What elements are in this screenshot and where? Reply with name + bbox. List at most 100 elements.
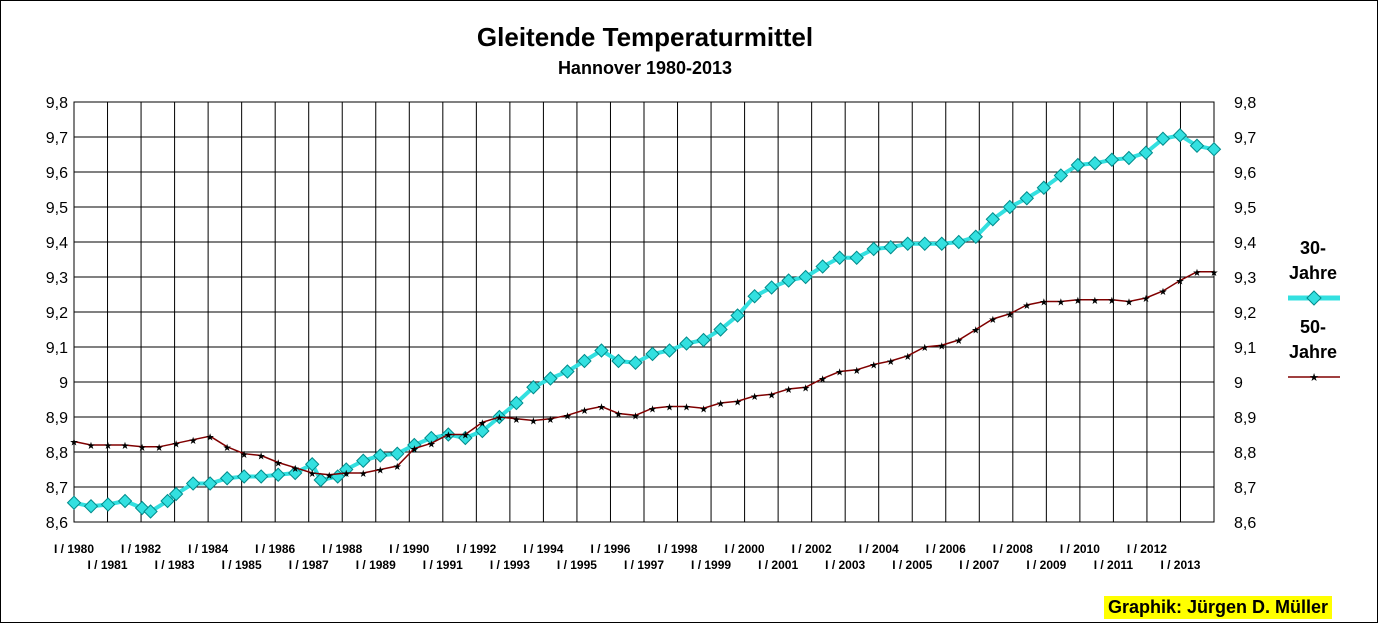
data-point — [917, 236, 932, 251]
data-point — [968, 229, 983, 244]
data-point: ★ — [784, 385, 793, 396]
x-axis: I / 1980 I / 1982 I / 1984 I / 1986 I / 1988… — [54, 542, 1201, 572]
data-point — [219, 471, 235, 486]
x-tick-label: I / 1981 — [88, 558, 128, 572]
data-point — [390, 446, 405, 461]
y-tick-label-left: 9,5 — [46, 200, 68, 217]
data-point: ★ — [699, 404, 708, 415]
y-tick-label-left: 9,6 — [46, 165, 68, 182]
data-point: ★ — [1056, 298, 1065, 309]
data-point — [679, 336, 694, 351]
credit-label: Graphik: Jürgen D. Müller — [1104, 596, 1333, 619]
data-point — [1070, 157, 1086, 173]
data-point: ★ — [342, 469, 351, 480]
data-point: ★ — [597, 403, 606, 414]
chart-subtitle: Hannover 1980-2013 — [557, 58, 733, 78]
x-tick-label: I / 1987 — [289, 558, 329, 572]
data-point: ★ — [801, 383, 810, 394]
data-point: ★ — [529, 417, 538, 428]
y-tick-label-right: 8,8 — [1234, 445, 1256, 462]
y-tick-label-right: 9,7 — [1234, 130, 1256, 147]
x-tick-label: I / 2007 — [959, 558, 999, 572]
data-point: ★ — [206, 432, 215, 443]
data-point — [526, 380, 541, 395]
data-point — [849, 250, 864, 265]
x-tick-label: I / 2009 — [1026, 558, 1066, 572]
data-point — [832, 250, 847, 265]
data-point — [66, 495, 82, 510]
data-point: ★ — [138, 443, 147, 454]
data-point: ★ — [240, 450, 249, 461]
data-point — [645, 346, 660, 362]
data-point — [611, 353, 626, 369]
data-point — [713, 322, 728, 337]
data-point: ★ — [325, 471, 334, 482]
x-tick-label: I / 1982 — [121, 542, 161, 556]
data-point: ★ — [1124, 298, 1133, 309]
y-tick-label-right: 9 — [1234, 375, 1243, 392]
data-point: ★ — [682, 403, 691, 414]
y-tick-label-left: 9,7 — [46, 130, 68, 147]
x-tick-label: I / 1980 — [54, 542, 94, 556]
data-point — [185, 476, 201, 491]
x-tick-label: I / 1989 — [356, 558, 396, 572]
y-tick-label-right: 9,6 — [1234, 165, 1256, 182]
data-point — [236, 469, 252, 484]
data-point: ★ — [648, 404, 657, 415]
x-tick-label: I / 2008 — [993, 542, 1033, 556]
y-axis-left: 8,6 8,7 8,8 8,9 9 9,1 9,2 9,3 9,4 9,5 9,6 9,7 9,8 — [46, 95, 68, 532]
x-tick-label: I / 1990 — [389, 542, 429, 556]
x-tick-label: I / 2000 — [725, 542, 765, 556]
data-point: ★ — [818, 375, 827, 386]
data-point: ★ — [1005, 310, 1014, 321]
x-tick-label: I / 1993 — [490, 558, 530, 572]
data-point: ★ — [631, 411, 640, 422]
x-tick-label: I / 1983 — [155, 558, 195, 572]
data-point — [356, 453, 371, 468]
x-tick-label: I / 1992 — [456, 542, 496, 556]
x-tick-label: I / 2001 — [758, 558, 798, 572]
plot-border — [73, 101, 1215, 523]
data-point: ★ — [563, 411, 572, 422]
data-point — [373, 448, 388, 463]
x-tick-label: I / 1996 — [590, 542, 630, 556]
data-point — [287, 465, 303, 481]
data-point: ★ — [852, 366, 861, 377]
y-tick-label-right: 9,5 — [1234, 200, 1256, 217]
data-point: ★ — [988, 315, 997, 326]
y-tick-label-left: 8,9 — [46, 410, 68, 427]
y-tick-label-right: 9,4 — [1234, 235, 1256, 252]
data-point: ★ — [971, 326, 980, 337]
x-tick-label: I / 1988 — [322, 542, 362, 556]
y-tick-label-right: 8,6 — [1234, 515, 1256, 532]
data-point — [1087, 156, 1103, 171]
data-point — [1053, 168, 1069, 183]
data-point — [1036, 180, 1052, 195]
data-point: ★ — [733, 397, 742, 408]
data-point — [143, 504, 158, 519]
series-layer: ★ ★ ★ ★ ★ ★ ★ ★ ★ ★ ★ ★ ★ ★ ★ ★ ★ ★ ★ ★ ★ ★ ★ ★ ★ ★ ★ ★ ★ ★ ★ ★ ★ ★ ★ ★ ★ ★ ★ ★… — [66, 128, 1222, 519]
x-tick-label: I / 1991 — [423, 558, 463, 572]
data-point — [883, 240, 898, 255]
series-line — [73, 271, 1214, 476]
data-point — [866, 241, 881, 257]
data-point: ★ — [937, 341, 946, 352]
data-point — [270, 467, 286, 482]
data-point: ★ — [274, 459, 283, 470]
data-point: ★ — [665, 403, 674, 414]
data-point: ★ — [223, 443, 232, 454]
legend: 30- Jahre 50- Jahre ★ — [1288, 238, 1340, 384]
data-point: ★ — [461, 431, 470, 442]
data-point — [577, 353, 592, 369]
data-point: ★ — [1107, 296, 1116, 307]
x-tick-label: I / 2012 — [1127, 542, 1167, 556]
legend-label-50-line1: 50- — [1300, 317, 1326, 337]
data-point: ★ — [716, 399, 725, 410]
x-tick-label: I / 2006 — [926, 542, 966, 556]
data-point: ★ — [410, 445, 419, 456]
data-point — [1002, 199, 1018, 215]
data-point — [781, 273, 796, 288]
x-tick-label: I / 2005 — [892, 558, 932, 572]
data-point — [305, 457, 320, 472]
data-point — [900, 236, 915, 251]
